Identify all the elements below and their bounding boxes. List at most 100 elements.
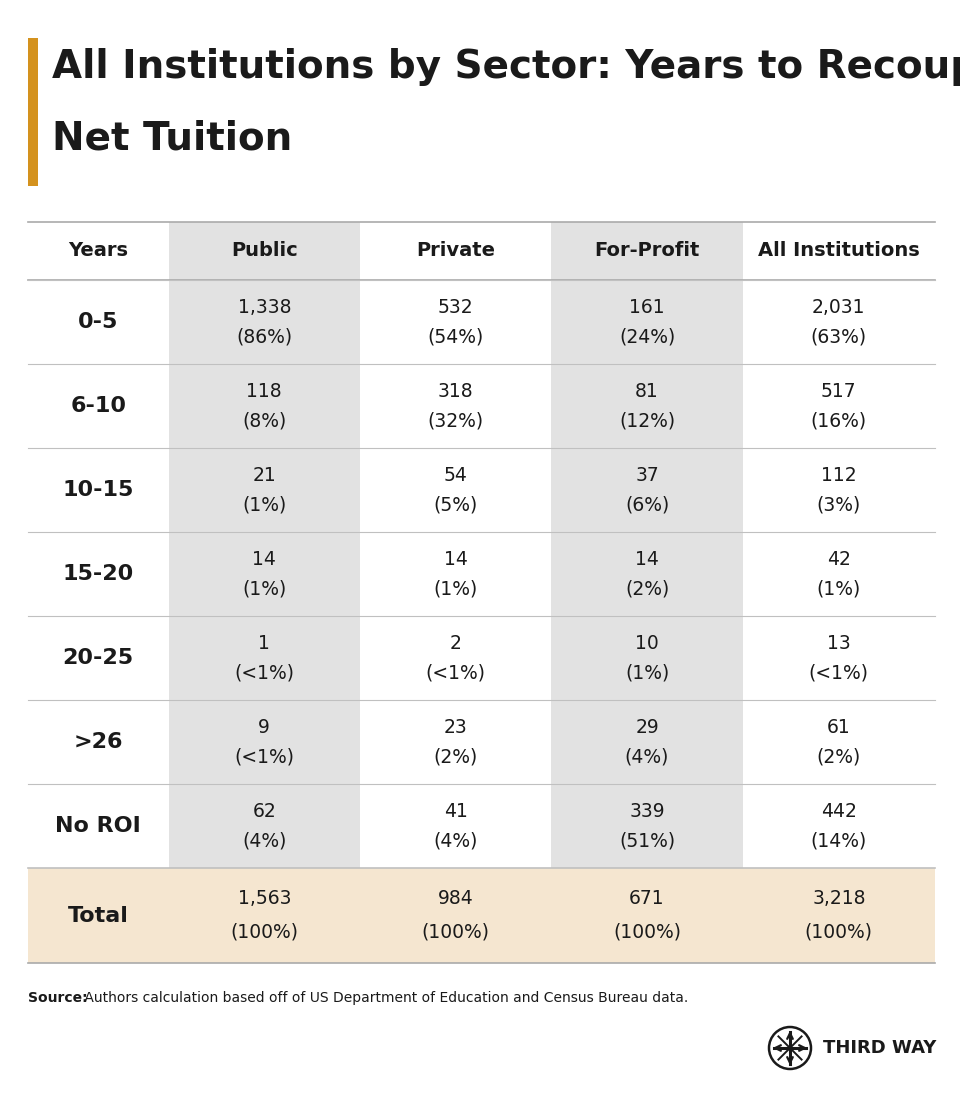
Text: 42: 42 xyxy=(827,550,851,569)
Bar xyxy=(28,38,38,186)
Bar xyxy=(28,617,169,700)
Bar xyxy=(360,280,551,364)
Text: (54%): (54%) xyxy=(427,328,484,346)
Text: All Institutions by Sector: Years to Recoup: All Institutions by Sector: Years to Rec… xyxy=(52,48,960,86)
Text: THIRD WAY: THIRD WAY xyxy=(823,1039,936,1057)
Text: 339: 339 xyxy=(629,802,665,821)
Text: 9: 9 xyxy=(258,718,270,736)
Text: 13: 13 xyxy=(827,634,851,653)
Text: 81: 81 xyxy=(636,381,659,401)
Text: Years: Years xyxy=(68,242,129,260)
Bar xyxy=(360,700,551,784)
Text: (2%): (2%) xyxy=(625,579,669,598)
Text: Net Tuition: Net Tuition xyxy=(52,120,292,158)
Text: 1,563: 1,563 xyxy=(237,889,291,909)
Text: (16%): (16%) xyxy=(811,411,867,430)
Bar xyxy=(169,364,360,448)
Text: 10-15: 10-15 xyxy=(62,480,134,500)
Bar xyxy=(169,617,360,700)
Bar xyxy=(28,222,169,280)
Text: Public: Public xyxy=(231,242,298,260)
Text: (14%): (14%) xyxy=(811,831,867,851)
Text: 14: 14 xyxy=(636,550,659,569)
Text: 3,218: 3,218 xyxy=(812,889,866,909)
Bar xyxy=(743,532,935,617)
Text: For-Profit: For-Profit xyxy=(594,242,700,260)
Text: (1%): (1%) xyxy=(434,579,478,598)
Bar xyxy=(743,700,935,784)
Text: 2,031: 2,031 xyxy=(812,298,866,317)
Bar xyxy=(360,532,551,617)
Text: (5%): (5%) xyxy=(434,496,478,514)
Text: (3%): (3%) xyxy=(817,496,861,514)
Text: (100%): (100%) xyxy=(804,923,873,942)
Bar xyxy=(360,364,551,448)
Bar xyxy=(743,617,935,700)
Text: 10: 10 xyxy=(636,634,659,653)
Text: All Institutions: All Institutions xyxy=(758,242,920,260)
Text: 15-20: 15-20 xyxy=(62,564,133,584)
Text: Private: Private xyxy=(416,242,495,260)
Bar xyxy=(169,280,360,364)
Bar xyxy=(360,784,551,868)
Text: 61: 61 xyxy=(827,718,851,736)
Text: (<1%): (<1%) xyxy=(809,663,869,682)
Text: (12%): (12%) xyxy=(619,411,675,430)
Bar xyxy=(169,222,360,280)
Text: 62: 62 xyxy=(252,802,276,821)
Text: 118: 118 xyxy=(247,381,282,401)
Text: 517: 517 xyxy=(821,381,856,401)
Text: (51%): (51%) xyxy=(619,831,675,851)
Bar xyxy=(28,868,169,963)
Bar xyxy=(28,700,169,784)
Text: (2%): (2%) xyxy=(817,747,861,766)
Text: 29: 29 xyxy=(636,718,659,736)
Bar xyxy=(28,448,169,532)
Text: (100%): (100%) xyxy=(421,923,490,942)
Text: 14: 14 xyxy=(444,550,468,569)
Text: (63%): (63%) xyxy=(811,328,867,346)
Text: 20-25: 20-25 xyxy=(62,648,133,668)
Bar xyxy=(743,448,935,532)
Text: 23: 23 xyxy=(444,718,468,736)
Bar xyxy=(360,222,551,280)
Text: >26: >26 xyxy=(74,732,123,752)
Text: No ROI: No ROI xyxy=(56,815,141,836)
Bar xyxy=(169,784,360,868)
Text: (100%): (100%) xyxy=(230,923,299,942)
Text: (<1%): (<1%) xyxy=(425,663,486,682)
Text: 2: 2 xyxy=(449,634,462,653)
Bar xyxy=(169,532,360,617)
Bar xyxy=(551,280,743,364)
Bar xyxy=(551,700,743,784)
Text: 532: 532 xyxy=(438,298,473,317)
Text: 1: 1 xyxy=(258,634,270,653)
Text: Authors calculation based off of US Department of Education and Census Bureau da: Authors calculation based off of US Depa… xyxy=(80,991,688,1004)
Bar xyxy=(169,448,360,532)
Text: 37: 37 xyxy=(636,466,659,485)
Bar xyxy=(551,222,743,280)
Text: (32%): (32%) xyxy=(427,411,484,430)
Bar xyxy=(551,868,743,963)
Text: 6-10: 6-10 xyxy=(70,396,127,417)
Text: (100%): (100%) xyxy=(613,923,681,942)
Text: (4%): (4%) xyxy=(242,831,286,851)
Text: (8%): (8%) xyxy=(242,411,286,430)
Text: (<1%): (<1%) xyxy=(234,663,295,682)
Bar xyxy=(551,448,743,532)
Bar xyxy=(28,280,169,364)
Bar xyxy=(551,617,743,700)
Text: (4%): (4%) xyxy=(434,831,478,851)
Bar xyxy=(28,364,169,448)
Bar xyxy=(169,700,360,784)
Text: (1%): (1%) xyxy=(817,579,861,598)
Text: 161: 161 xyxy=(629,298,665,317)
Text: (4%): (4%) xyxy=(625,747,669,766)
Text: (2%): (2%) xyxy=(434,747,478,766)
Text: 318: 318 xyxy=(438,381,473,401)
Text: 984: 984 xyxy=(438,889,473,909)
Bar xyxy=(169,868,360,963)
Bar xyxy=(743,784,935,868)
Bar xyxy=(360,617,551,700)
Bar xyxy=(28,784,169,868)
